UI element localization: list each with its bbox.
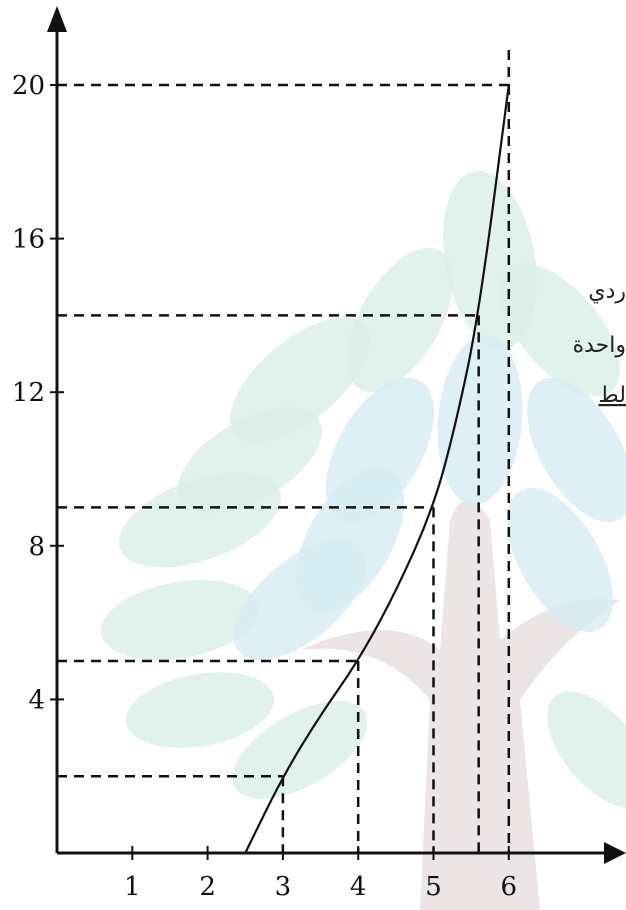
y-tick-label: 4	[28, 685, 45, 715]
axes	[47, 6, 626, 864]
watermark-leaf	[233, 540, 367, 660]
x-axis-arrow	[604, 842, 626, 864]
side-text-line-2: واحدة	[573, 333, 626, 358]
y-tick-label: 16	[12, 225, 45, 255]
x-tick-label: 5	[425, 872, 442, 902]
y-tick-label: 8	[28, 532, 45, 562]
series-lines	[244, 84, 510, 854]
watermark-leaf	[125, 672, 275, 748]
watermark-leaf	[527, 377, 626, 523]
tree-trunk	[300, 500, 620, 910]
watermark-leaf	[507, 487, 613, 633]
x-tick-label: 6	[501, 872, 518, 902]
y-axis-arrow	[47, 6, 67, 32]
x-tick-label: 3	[275, 872, 292, 902]
x-tick-label: 4	[350, 872, 367, 902]
y-tick-label: 20	[12, 71, 45, 101]
y-tick-label: 12	[12, 378, 45, 408]
side-text-line-1: ردي	[588, 279, 626, 304]
watermark-leaf	[347, 247, 453, 393]
watermark-leaf	[500, 263, 620, 397]
side-text-line-3: لط	[598, 383, 626, 408]
series-curve	[244, 84, 510, 854]
side-text: ردي واحدة لط	[573, 279, 626, 408]
x-tick-label: 2	[199, 872, 216, 902]
x-tick-label: 1	[124, 872, 141, 902]
watermark-leaf	[118, 472, 282, 568]
tree-watermark	[100, 171, 626, 910]
reference-lines	[57, 50, 511, 853]
watermark-leaf	[547, 691, 626, 809]
watermark-leaf	[100, 580, 260, 660]
watermark-leaf	[437, 335, 523, 505]
